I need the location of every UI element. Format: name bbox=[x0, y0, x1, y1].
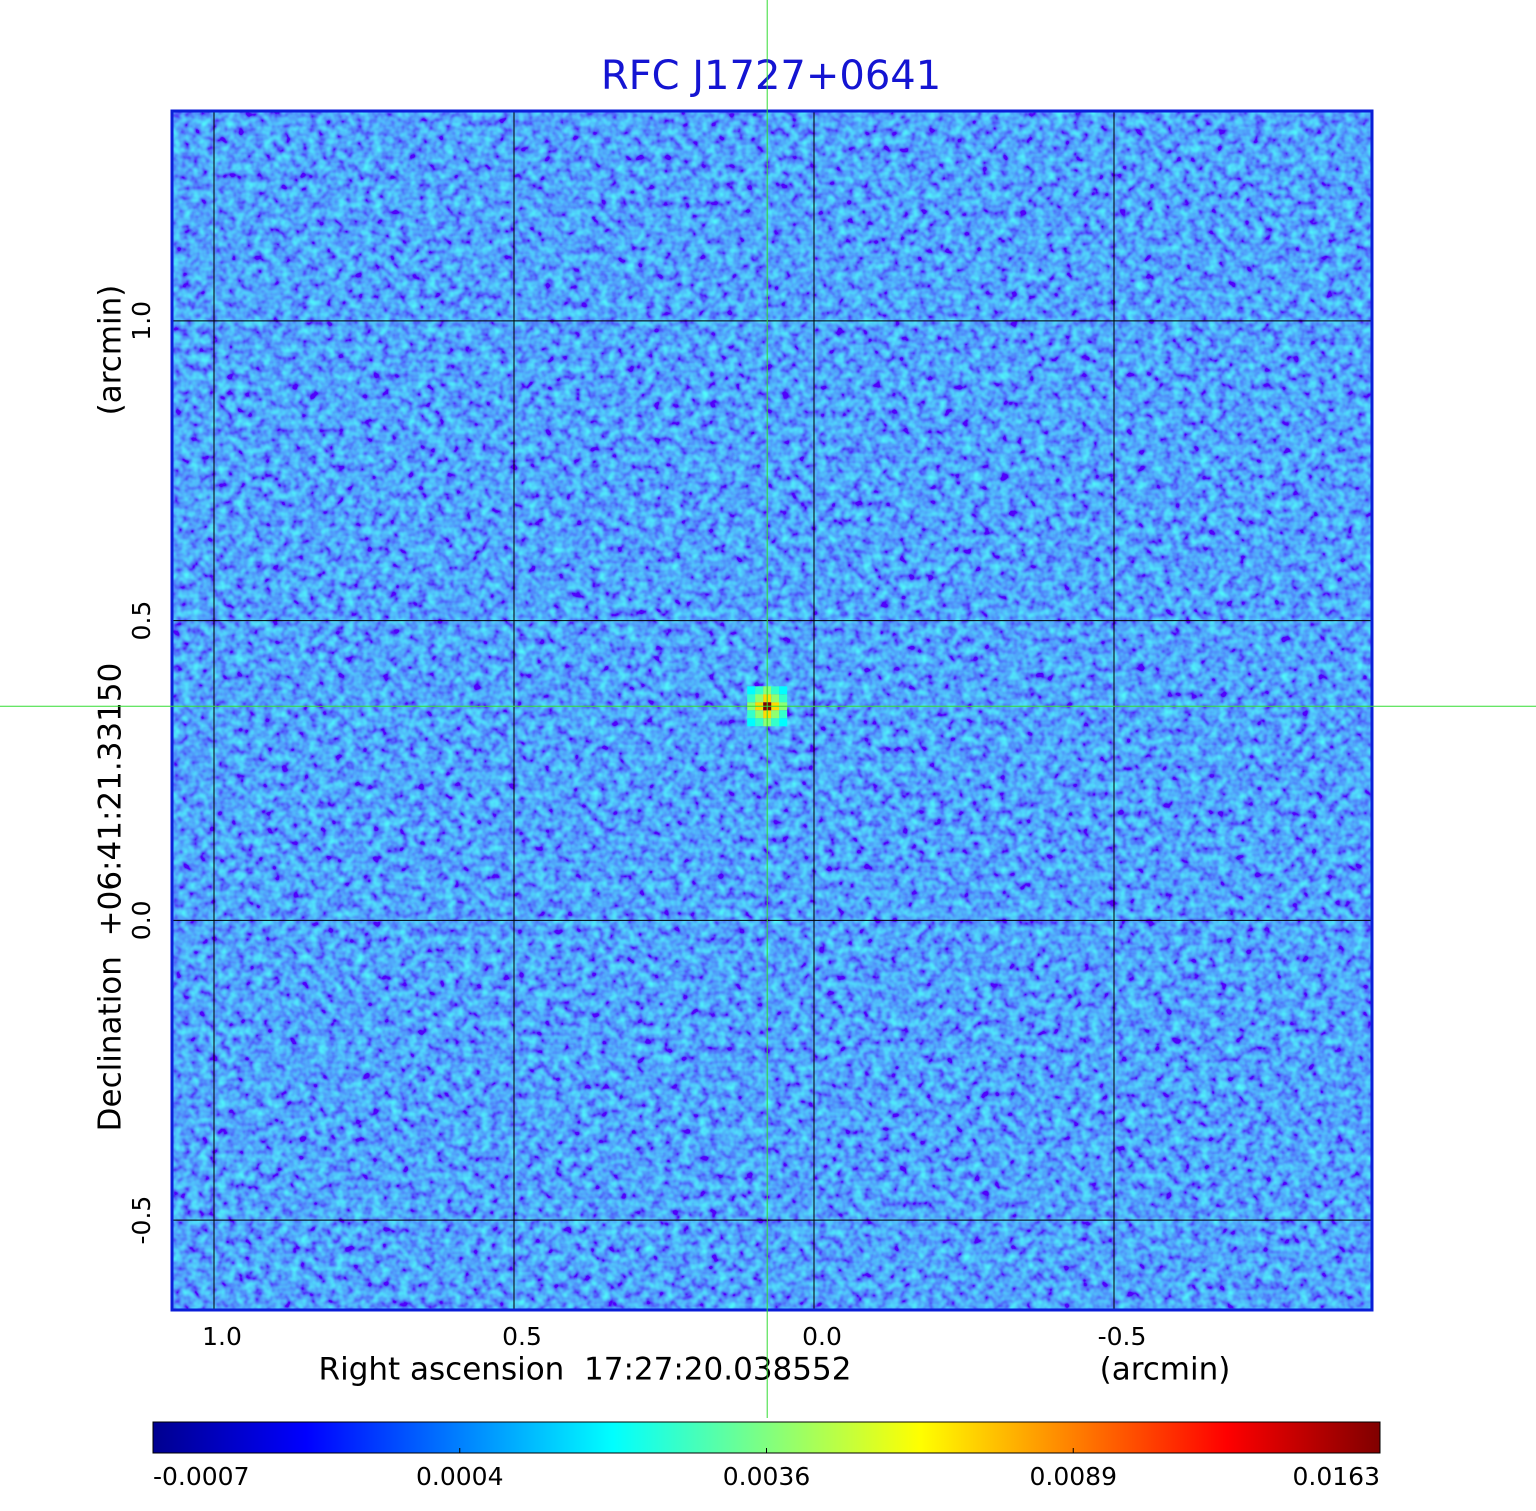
source-halo bbox=[771, 718, 780, 727]
y-tick-label: 0.5 bbox=[127, 601, 156, 641]
overlay bbox=[0, 0, 1536, 1418]
colorbar-tick-label: -0.0007 bbox=[153, 1462, 250, 1491]
source-halo bbox=[755, 718, 764, 727]
source-halo bbox=[747, 686, 756, 695]
plot-frame bbox=[170, 109, 1374, 1312]
chart-title: RFC J1727+0641 bbox=[601, 53, 941, 99]
y-tick-label: 1.0 bbox=[127, 301, 156, 341]
colorbar-gradient bbox=[152, 1421, 1381, 1454]
source-halo bbox=[755, 694, 764, 703]
source-halo bbox=[779, 694, 788, 703]
x-axis-unit: (arcmin) bbox=[1100, 1352, 1231, 1388]
colorbar: -0.0007 0.0004 0.0036 0.0089 0.0163 bbox=[152, 1421, 1381, 1491]
colorbar-tick-label: 0.0163 bbox=[1293, 1462, 1380, 1491]
source-halo bbox=[747, 694, 756, 703]
source-halo bbox=[779, 718, 788, 727]
source-halo bbox=[779, 710, 788, 719]
x-tick-label: 0.0 bbox=[802, 1322, 842, 1351]
x-axis-label: Right ascension 17:27:20.038552 bbox=[319, 1352, 852, 1388]
source-halo bbox=[747, 710, 756, 719]
colorbar-tick-label: 0.0036 bbox=[723, 1462, 810, 1491]
x-tick-label: -0.5 bbox=[1098, 1322, 1147, 1351]
x-tick-label: 0.5 bbox=[502, 1322, 542, 1351]
source-halo bbox=[755, 710, 764, 719]
x-tick-label: 1.0 bbox=[202, 1322, 242, 1351]
y-axis-label: Declination +06:41:21.33150 bbox=[93, 663, 129, 1132]
colorbar-tick-label: 0.0004 bbox=[416, 1462, 503, 1491]
y-tick-label: -0.5 bbox=[127, 1196, 156, 1245]
source-halo bbox=[755, 686, 764, 695]
y-tick-label: 0.0 bbox=[127, 900, 156, 940]
source-halo bbox=[779, 686, 788, 695]
source-halo bbox=[747, 718, 756, 727]
y-axis-unit: (arcmin) bbox=[93, 285, 129, 416]
source-halo bbox=[771, 710, 780, 719]
source-halo bbox=[771, 686, 780, 695]
source-halo bbox=[771, 694, 780, 703]
colorbar-tick-label: 0.0089 bbox=[1030, 1462, 1117, 1491]
